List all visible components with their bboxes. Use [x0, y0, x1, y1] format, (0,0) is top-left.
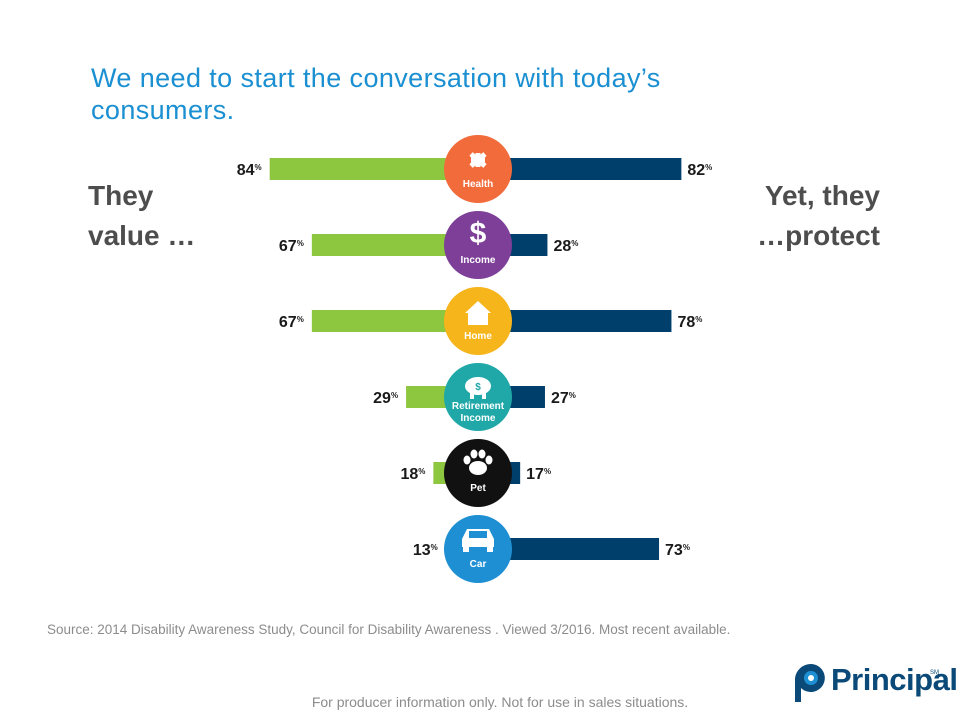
data-label-value-5-number: 13	[413, 542, 431, 559]
data-label-protect-2-unit: %	[695, 315, 702, 324]
right-label-line1: Yet, they	[764, 180, 880, 211]
category-circle-3	[444, 363, 512, 431]
left-label-line1: They	[88, 180, 154, 211]
bar-protect-0	[478, 158, 682, 180]
category-circle-1	[444, 211, 512, 279]
data-label-protect-1-number: 28	[553, 238, 571, 255]
paw-icon	[463, 449, 493, 475]
bar-protect-5	[478, 538, 660, 560]
data-label-protect-3-unit: %	[569, 391, 576, 400]
car-icon-wheel-right	[487, 547, 493, 552]
car-icon	[462, 529, 494, 552]
paw-icon-toe-2	[470, 449, 478, 459]
data-label-value-0: 84%	[237, 162, 262, 179]
category-label-1: Income	[460, 255, 495, 266]
data-label-value-2-number: 67	[279, 314, 297, 331]
car-icon-wheel-left	[463, 547, 469, 552]
bar-value-0	[269, 158, 478, 180]
data-label-value-4: 18%	[400, 466, 425, 483]
data-label-value-5-unit: %	[431, 543, 438, 552]
data-label-value-3: 29%	[373, 390, 398, 407]
piggy-bank-leg2	[482, 393, 486, 399]
data-label-protect-3: 27%	[551, 390, 576, 407]
data-label-value-1-number: 67	[279, 238, 297, 255]
paw-icon-toe-3	[478, 449, 486, 459]
source-note: Source: 2014 Disability Awareness Study,…	[47, 622, 731, 637]
data-label-protect-5-number: 73	[665, 542, 683, 559]
data-label-protect-4: 17%	[526, 466, 551, 483]
data-label-value-1: 67%	[279, 238, 304, 255]
bar-value-1	[311, 234, 478, 256]
data-label-protect-0-unit: %	[705, 163, 712, 172]
left-side-label: They value …	[88, 176, 195, 256]
data-label-protect-1: 28%	[553, 238, 578, 255]
category-label-4: Pet	[470, 483, 486, 494]
category-label-5: Car	[470, 559, 487, 570]
piggy-bank-icon: $	[465, 377, 491, 399]
data-label-value-3-number: 29	[373, 390, 391, 407]
data-label-value-3-unit: %	[391, 391, 398, 400]
data-label-protect-0: 82%	[687, 162, 712, 179]
category-label-3-1: Income	[460, 413, 495, 424]
page-title: We need to start the conversation with t…	[91, 63, 661, 125]
dollar-icon-glyph: $	[470, 217, 487, 250]
data-label-value-0-number: 84	[237, 162, 255, 179]
piggy-bank-body	[465, 377, 491, 395]
data-label-protect-2: 78%	[677, 314, 702, 331]
category-label-0: Health	[463, 179, 494, 190]
medical-icon-bar-d2	[469, 152, 487, 168]
paw-icon-toe-4	[485, 455, 493, 465]
bar-value-2	[311, 310, 478, 332]
data-label-protect-3-number: 27	[551, 390, 569, 407]
data-label-value-2-unit: %	[297, 315, 304, 324]
data-label-value-4-number: 18	[400, 466, 418, 483]
paw-icon-toe-1	[463, 455, 471, 465]
data-label-protect-0-number: 82	[687, 162, 705, 179]
data-label-protect-2-number: 78	[677, 314, 695, 331]
piggy-bank-dollar: $	[475, 382, 481, 393]
right-side-label: Yet, they …protect	[757, 176, 880, 256]
data-label-protect-5: 73%	[665, 542, 690, 559]
data-label-protect-4-number: 17	[526, 466, 544, 483]
data-label-value-4-unit: %	[418, 467, 425, 476]
paw-icon-pad	[469, 461, 487, 475]
category-label-3-0: Retirement	[452, 401, 505, 412]
bar-protect-2	[478, 310, 672, 332]
data-label-protect-5-unit: %	[683, 543, 690, 552]
category-circle-5	[444, 515, 512, 583]
data-label-value-5: 13%	[413, 542, 438, 559]
car-icon-window	[469, 531, 487, 538]
medical-icon	[469, 152, 487, 168]
principal-logo-icon	[795, 663, 825, 702]
left-label-line2: value …	[88, 220, 196, 251]
data-label-protect-4-unit: %	[544, 467, 551, 476]
principal-logo: Principal SM	[793, 660, 958, 706]
footer-disclaimer: For producer information only. Not for u…	[311, 694, 689, 710]
data-label-protect-1-unit: %	[571, 239, 578, 248]
house-icon	[465, 301, 491, 325]
house-icon-shape	[465, 301, 491, 325]
data-label-value-0-unit: %	[255, 163, 262, 172]
data-label-value-1-unit: %	[297, 239, 304, 248]
data-label-value-2: 67%	[279, 314, 304, 331]
piggy-bank-leg1	[470, 393, 474, 399]
category-circle-0	[444, 135, 512, 203]
category-label-2: Home	[464, 331, 492, 342]
right-label-line2: …protect	[757, 220, 880, 251]
dollar-icon: $	[470, 217, 487, 250]
logo-wordmark: Principal	[831, 662, 958, 697]
logo-service-mark: SM	[930, 670, 939, 676]
